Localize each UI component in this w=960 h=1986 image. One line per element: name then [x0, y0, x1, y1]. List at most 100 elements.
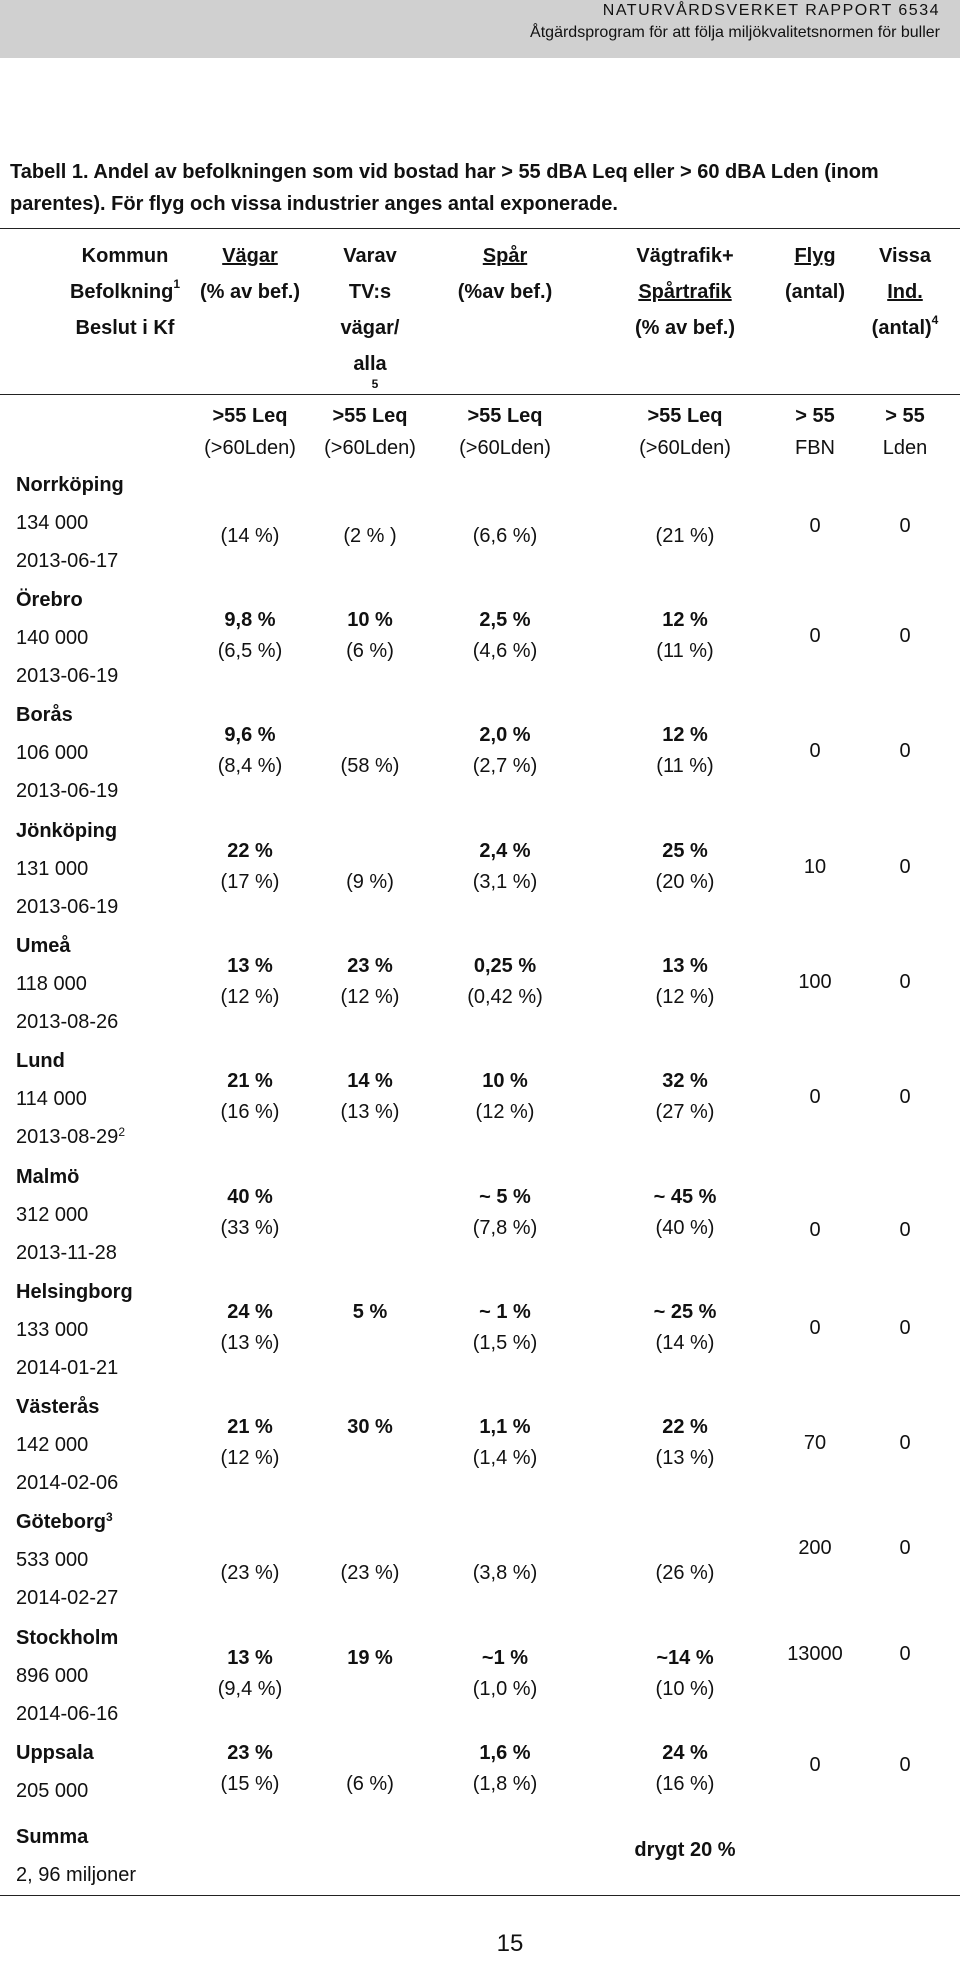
- summa-pop: 2, 96 miljoner: [16, 1864, 137, 1886]
- cell-vagar-lden: (12 %): [220, 1447, 280, 1469]
- row-name-text: Helsingborg: [16, 1281, 133, 1303]
- row-name: Örebro: [16, 587, 83, 613]
- header-varav-alla: alla: [353, 353, 387, 375]
- row-pop: 896 000: [16, 1665, 89, 1687]
- cell-vagar-main: 24 %: [227, 1301, 273, 1323]
- row-name-text: Lund: [16, 1050, 65, 1072]
- cell-vagtrafik-main: 13 %: [662, 955, 708, 977]
- row-date-text: 2014-06-16: [16, 1703, 119, 1725]
- row-date: 2014-06-16: [16, 1701, 118, 1727]
- row-name: Malmö: [16, 1164, 79, 1190]
- row-pop: 106 000: [16, 742, 89, 764]
- row-pop: 533 000: [16, 1549, 89, 1571]
- header-vagar: Vägar: [222, 245, 278, 267]
- report-subtitle: Åtgärdsprogram för att följa miljökvalit…: [530, 24, 940, 41]
- cell-vagtrafik-lden: (11 %): [656, 640, 714, 662]
- cell-vagtrafik-lden: (14 %): [655, 1332, 715, 1354]
- cell-vissa: 0: [899, 856, 911, 878]
- cell-flyg: 13000: [787, 1643, 843, 1665]
- cell-spar-main: 1,6 %: [479, 1742, 531, 1764]
- row-date-text: 2013-06-17: [16, 550, 119, 572]
- row-date: 2013-06-19: [16, 894, 118, 920]
- cell-flyg: 10: [803, 856, 827, 878]
- cell-vagar-lden: (12 %): [220, 986, 280, 1008]
- cell-vagar-lden: (33 %): [220, 1217, 280, 1239]
- header-spar: Spår: [482, 245, 528, 267]
- cell-spar-main: 2,5 %: [479, 609, 531, 631]
- row-name-text: Malmö: [16, 1166, 80, 1188]
- row-name: Helsingborg: [16, 1279, 133, 1305]
- row-name: Jönköping: [16, 818, 117, 844]
- row-pop: 134 000: [16, 512, 89, 534]
- cell-vagtrafik-lden: (26 %): [655, 1562, 715, 1584]
- row-date-text: 2013-11-28: [16, 1242, 117, 1264]
- cell-spar-lden: (1,5 %): [472, 1332, 538, 1354]
- metric-flyg-bottom: FBN: [795, 437, 835, 459]
- cell-flyg: 0: [809, 625, 821, 647]
- cell-vagtrafik-main: 12 %: [662, 609, 708, 631]
- header-varav-vagar: vägar/: [340, 317, 400, 339]
- row-name-text: Umeå: [16, 935, 71, 957]
- row-name: Umeå: [16, 933, 70, 959]
- row-name: Västerås: [16, 1394, 99, 1420]
- header-vissa-ind: Ind.: [887, 281, 923, 303]
- cell-spar-lden: (7,8 %): [472, 1217, 538, 1239]
- cell-vagtrafik-main: ~14 %: [656, 1647, 714, 1669]
- row-pop: 312 000: [16, 1204, 89, 1226]
- cell-vagtrafik-lden: (10 %): [655, 1678, 715, 1700]
- row-name-text: Göteborg: [16, 1511, 106, 1533]
- cell-vagtrafik-lden: (21 %): [655, 525, 715, 547]
- cell-vagar-main: 9,6 %: [224, 724, 276, 746]
- cell-vagar-main: 21 %: [227, 1070, 273, 1092]
- row-name: Stockholm: [16, 1625, 118, 1651]
- row-date-text: 2013-08-26: [16, 1011, 119, 1033]
- row-date: 2013-06-19: [16, 663, 118, 689]
- header-vagar-unit: (% av bef.): [199, 281, 301, 303]
- row-name-sup: 3: [106, 1510, 113, 1524]
- cell-varav-lden: (2 % ): [343, 525, 397, 547]
- cell-vissa: 0: [899, 515, 911, 537]
- cell-vissa: 0: [899, 1432, 911, 1454]
- cell-spar-main: 0,25 %: [473, 955, 537, 977]
- header-varav-sup: 5: [371, 377, 379, 391]
- metric-vissa-bottom: Lden: [882, 437, 928, 459]
- metric-flyg-top: > 55: [795, 405, 835, 427]
- header-spartrafik: Spårtrafik: [638, 281, 732, 303]
- row-name-text: Norrköping: [16, 474, 124, 496]
- row-pop: 133 000: [16, 1319, 89, 1341]
- row-name-text: Västerås: [16, 1396, 100, 1418]
- header-vissa: Vissa: [879, 245, 931, 267]
- cell-flyg: 0: [809, 515, 821, 537]
- table-caption: Tabell 1. Andel av befolkningen som vid …: [10, 161, 879, 215]
- cell-spar-main: 10 %: [482, 1070, 528, 1092]
- cell-vagar-lden: (13 %): [220, 1332, 280, 1354]
- cell-vagtrafik-main: 22 %: [662, 1416, 708, 1438]
- cell-flyg: 200: [798, 1537, 832, 1559]
- cell-flyg: 0: [809, 1219, 821, 1241]
- cell-vissa: 0: [899, 1754, 911, 1776]
- cell-vagtrafik-main: ~ 45 %: [653, 1186, 717, 1208]
- cell-spar-main: 2,0 %: [479, 724, 531, 746]
- summa-vagtrafik: drygt 20 %: [634, 1839, 736, 1861]
- row-date-text: 2014-02-06: [16, 1472, 119, 1494]
- cell-spar-lden: (1,4 %): [472, 1447, 538, 1469]
- cell-varav-lden: (13 %): [340, 1101, 400, 1123]
- cell-vagtrafik-lden: (13 %): [655, 1447, 715, 1469]
- cell-vissa: 0: [899, 1537, 911, 1559]
- row-date-text: 2013-08-29: [16, 1126, 119, 1148]
- row-date: 2014-02-06: [16, 1470, 118, 1496]
- header-flyg: Flyg: [794, 245, 836, 267]
- cell-vagtrafik-main: 24 %: [662, 1742, 708, 1764]
- rule-top: [0, 228, 960, 229]
- row-pop: 205 000: [16, 1780, 89, 1802]
- cell-vagar-lden: (6,5 %): [217, 640, 283, 662]
- metric-varav-leq: >55 Leq: [332, 405, 408, 427]
- cell-vagar-main: 22 %: [227, 840, 273, 862]
- cell-varav-lden: (12 %): [340, 986, 400, 1008]
- cell-spar-main: 2,4 %: [479, 840, 531, 862]
- cell-varav-lden: (9 %): [346, 871, 394, 893]
- cell-vagtrafik-lden: (11 %): [656, 755, 714, 777]
- cell-vissa: 0: [899, 625, 911, 647]
- row-name: Lund: [16, 1048, 65, 1074]
- row-name: Uppsala: [16, 1740, 94, 1766]
